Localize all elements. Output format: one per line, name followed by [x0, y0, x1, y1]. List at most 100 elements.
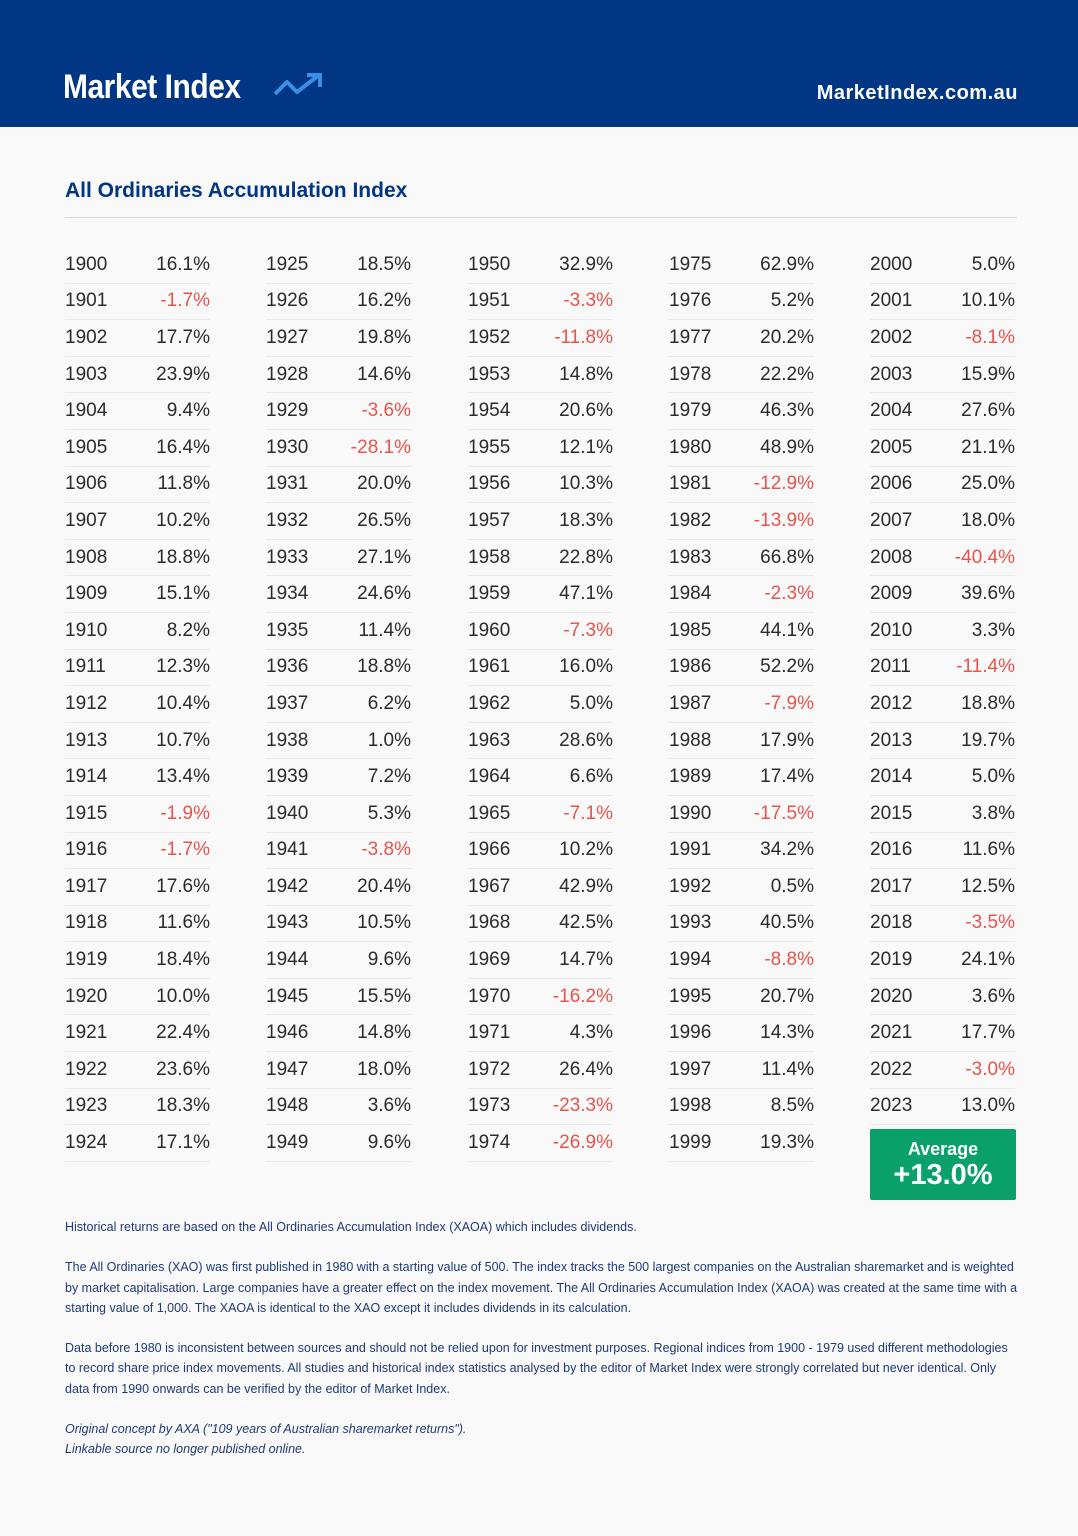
return-cell: 11.4%	[358, 619, 411, 641]
table-row: 1947 18.0%	[266, 1052, 411, 1089]
year-cell: 1970	[468, 985, 511, 1007]
return-cell: 17.1%	[156, 1132, 210, 1154]
table-row: 1904 9.4%	[65, 393, 210, 430]
return-cell: 11.6%	[962, 839, 1015, 861]
year-cell: 1966	[468, 839, 511, 861]
year-cell: 2020	[870, 985, 913, 1007]
table-row: 1915 -1.9%	[65, 796, 210, 833]
year-cell: 1990	[669, 802, 712, 824]
year-cell: 1996	[669, 1022, 712, 1044]
note-xao: The All Ordinaries (XAO) was first publi…	[65, 1260, 1018, 1315]
table-row: 1962 5.0%	[468, 686, 613, 723]
table-row: 2021 17.7%	[870, 1015, 1015, 1053]
year-cell: 1942	[266, 875, 309, 897]
year-cell: 1945	[266, 985, 309, 1007]
year-cell: 1992	[669, 875, 712, 897]
table-row: 1905 16.4%	[65, 430, 210, 467]
year-cell: 1997	[669, 1058, 712, 1080]
notes: Historical returns are based on the All …	[65, 1217, 1020, 1460]
year-cell: 1998	[669, 1095, 712, 1117]
table-row: 1971 4.3%	[468, 1015, 613, 1053]
year-cell: 1940	[266, 802, 309, 824]
return-cell: 14.7%	[559, 949, 613, 971]
year-cell: 1994	[669, 949, 712, 971]
source-note: Linkable source no longer published onli…	[65, 1442, 306, 1457]
year-cell: 1930	[266, 436, 309, 458]
table-row: 1919 18.4%	[65, 942, 210, 979]
return-cell: -7.1%	[563, 802, 613, 824]
table-row: 1966 10.2%	[468, 833, 613, 870]
year-cell: 1944	[266, 949, 309, 971]
site-link[interactable]: MarketIndex.com.au	[816, 82, 1018, 104]
year-cell: 1954	[468, 400, 511, 422]
table-row: 1941 -3.8%	[266, 833, 411, 870]
return-cell: -13.9%	[753, 509, 814, 531]
return-cell: 47.1%	[559, 583, 613, 605]
return-cell: -28.1%	[350, 436, 411, 458]
year-cell: 1938	[266, 729, 309, 751]
return-cell: -2.3%	[764, 583, 814, 605]
table-row: 1939 7.2%	[266, 759, 411, 796]
year-cell: 1941	[266, 839, 309, 861]
return-cell: 4.3%	[569, 1022, 613, 1044]
table-row: 1911 12.3%	[65, 650, 210, 687]
return-cell: 14.8%	[559, 363, 613, 385]
table-row: 1992 0.5%	[669, 869, 814, 906]
table-row: 1995 20.7%	[669, 979, 814, 1016]
return-cell: -3.5%	[965, 912, 1015, 934]
table-row: 2013 19.7%	[870, 723, 1015, 760]
return-cell: 12.5%	[961, 875, 1015, 897]
year-cell: 2005	[870, 436, 913, 458]
table-row: 1927 19.8%	[266, 320, 411, 357]
year-cell: 1943	[266, 912, 309, 934]
year-cell: 2010	[870, 619, 913, 641]
return-cell: 10.5%	[357, 912, 411, 934]
year-cell: 1957	[468, 509, 511, 531]
return-cell: -1.7%	[160, 290, 210, 312]
table-row: 2005 21.1%	[870, 430, 1015, 467]
return-cell: -11.8%	[554, 326, 613, 348]
table-row: 1944 9.6%	[266, 942, 411, 979]
return-cell: 5.2%	[770, 290, 814, 312]
year-cell: 2006	[870, 473, 913, 495]
return-cell: 27.6%	[961, 400, 1015, 422]
table-row: 2010 3.3%	[870, 613, 1015, 650]
year-cell: 2017	[870, 875, 913, 897]
return-cell: 16.2%	[357, 290, 411, 312]
year-cell: 1932	[266, 509, 309, 531]
return-cell: 3.3%	[971, 619, 1015, 641]
return-cell: 26.5%	[357, 509, 411, 531]
return-cell: 34.2%	[760, 839, 814, 861]
year-cell: 1946	[266, 1022, 309, 1044]
table-row: 1991 34.2%	[669, 833, 814, 870]
return-cell: 14.8%	[357, 1022, 411, 1044]
return-cell: 7.2%	[367, 766, 411, 788]
table-row: 1942 20.4%	[266, 869, 411, 906]
table-row: 1976 5.2%	[669, 284, 814, 321]
return-cell: 6.2%	[367, 692, 411, 714]
table-row: 1943 10.5%	[266, 906, 411, 943]
year-cell: 1961	[468, 656, 511, 678]
return-cell: 15.9%	[961, 363, 1015, 385]
return-cell: 12.3%	[156, 656, 210, 678]
year-cell: 1929	[266, 400, 309, 422]
year-cell: 1926	[266, 290, 309, 312]
table-row: 2009 39.6%	[870, 576, 1015, 613]
return-cell: -8.8%	[764, 949, 814, 971]
table-row: 1935 11.4%	[266, 613, 411, 650]
return-cell: 16.0%	[559, 656, 613, 678]
year-cell: 1963	[468, 729, 511, 751]
return-cell: 16.4%	[156, 436, 210, 458]
table-row: 1969 14.7%	[468, 942, 613, 979]
return-cell: 18.8%	[156, 546, 210, 568]
table-row: 2017 12.5%	[870, 869, 1015, 906]
return-cell: 17.9%	[760, 729, 814, 751]
return-cell: 19.7%	[961, 729, 1015, 751]
year-cell: 2004	[870, 400, 913, 422]
table-row: 1960 -7.3%	[468, 613, 613, 650]
logo-text[interactable]: Market Index	[63, 68, 241, 106]
year-cell: 1987	[669, 692, 712, 714]
table-row: 1932 26.5%	[266, 503, 411, 540]
return-cell: -12.9%	[753, 473, 814, 495]
table-row: 1998 8.5%	[669, 1089, 814, 1126]
